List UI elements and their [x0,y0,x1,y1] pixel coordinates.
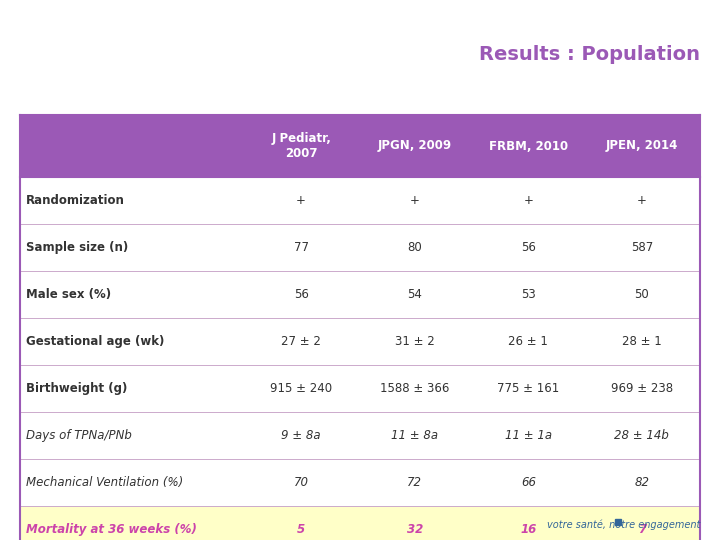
Bar [20,224,700,271]
Text: 82: 82 [634,476,649,489]
Text: 16: 16 [520,523,536,536]
Text: Results : Population: Results : Population [479,45,700,64]
Text: 80: 80 [408,241,422,254]
Bar [20,177,700,224]
Bar [20,365,700,412]
Text: 1588 ± 366: 1588 ± 366 [380,382,449,395]
Text: 5: 5 [297,523,305,536]
Text: 50: 50 [634,288,649,301]
Text: 969 ± 238: 969 ± 238 [611,382,673,395]
Text: 32: 32 [407,523,423,536]
Text: 53: 53 [521,288,536,301]
Text: 775 ± 161: 775 ± 161 [498,382,559,395]
Text: 7: 7 [638,523,646,536]
Text: Mechanical Ventilation (%): Mechanical Ventilation (%) [26,476,184,489]
Text: +: + [637,194,647,207]
Bar [20,459,700,506]
Text: FRBM, 2010: FRBM, 2010 [489,139,568,152]
Text: 31 ± 2: 31 ± 2 [395,335,435,348]
Bar [20,115,700,177]
Bar [20,271,700,318]
Text: 77: 77 [294,241,309,254]
Text: +: + [296,194,306,207]
Text: 70: 70 [294,476,309,489]
Text: 11 ± 1a: 11 ± 1a [505,429,552,442]
Text: JPGN, 2009: JPGN, 2009 [378,139,452,152]
Text: 28 ± 14b: 28 ± 14b [614,429,670,442]
Text: JPEN, 2014: JPEN, 2014 [606,139,678,152]
Text: Randomization: Randomization [26,194,125,207]
Text: 915 ± 240: 915 ± 240 [270,382,332,395]
Text: 9 ± 8a: 9 ± 8a [282,429,321,442]
Text: Sample size (n): Sample size (n) [26,241,128,254]
Text: 66: 66 [521,476,536,489]
Text: 28 ± 1: 28 ± 1 [622,335,662,348]
Text: Mortality at 36 weeks (%): Mortality at 36 weeks (%) [26,523,197,536]
Text: 27 ± 2: 27 ± 2 [282,335,321,348]
Text: 587: 587 [631,241,653,254]
Text: +: + [410,194,420,207]
Text: Birthweight (g): Birthweight (g) [26,382,127,395]
Bar [20,506,700,540]
Text: 26 ± 1: 26 ± 1 [508,335,548,348]
Text: J Pediatr,
2007: J Pediatr, 2007 [271,132,331,160]
Text: votre santé, notre engagement: votre santé, notre engagement [546,519,700,530]
Text: 11 ± 8a: 11 ± 8a [391,429,438,442]
Bar [20,412,700,459]
Text: Gestational age (wk): Gestational age (wk) [26,335,164,348]
Text: +: + [523,194,534,207]
Text: 54: 54 [408,288,422,301]
Text: Male sex (%): Male sex (%) [26,288,111,301]
Text: 56: 56 [521,241,536,254]
Text: Days of TPNa/PNb: Days of TPNa/PNb [26,429,132,442]
Bar [20,318,700,365]
Text: 72: 72 [408,476,422,489]
Text: 56: 56 [294,288,309,301]
